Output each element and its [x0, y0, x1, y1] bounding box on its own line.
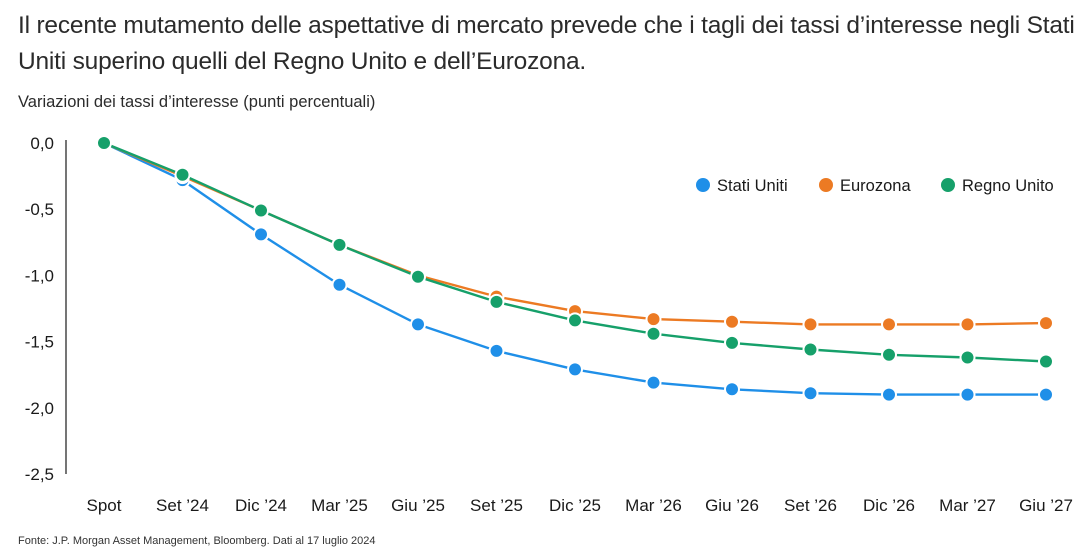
data-point [488, 293, 505, 310]
legend-label: Regno Unito [962, 177, 1054, 195]
legend-marker [819, 178, 833, 192]
y-axis: 0,0 -0,5 -1,0 -1,5 -2,0 -2,5 [25, 134, 67, 484]
x-tick-label: Set ’26 [784, 496, 837, 515]
x-tick-label: Set ’24 [156, 496, 209, 515]
y-tick-label: -0,5 [25, 200, 54, 219]
data-point [567, 312, 583, 329]
data-point [96, 135, 112, 151]
y-tick-label: -2,5 [25, 465, 54, 484]
legend-marker [941, 178, 955, 192]
data-point [881, 346, 897, 363]
data-point [567, 361, 583, 378]
data-point [331, 236, 348, 253]
data-point [959, 349, 976, 366]
series-lines [96, 135, 1054, 403]
legend-label: Stati Uniti [717, 177, 788, 195]
legend-item: Stati Uniti [696, 177, 788, 195]
x-tick-label: Dic ’24 [235, 496, 287, 515]
data-point [645, 325, 662, 342]
data-point [253, 202, 269, 219]
series-line [102, 141, 1048, 326]
series-regno-unito [96, 135, 1054, 370]
x-tick-label: Spot [87, 496, 122, 515]
data-point [1038, 315, 1054, 332]
x-tick-label: Giu ’25 [391, 496, 445, 515]
data-point [645, 374, 662, 391]
data-point [881, 386, 897, 403]
x-tick-label: Mar ’26 [625, 496, 682, 515]
data-point [724, 381, 740, 398]
x-axis: Spot Set ’24 Dic ’24 Mar ’25 Giu ’25 Set ’25 D… [87, 496, 1073, 515]
legend-item: Eurozona [819, 177, 911, 195]
y-tick-label: -2,0 [25, 399, 54, 418]
legend-label: Eurozona [840, 177, 911, 195]
data-point [959, 386, 976, 403]
data-point [488, 342, 505, 359]
data-point [174, 166, 191, 183]
data-point [410, 316, 426, 333]
x-tick-label: Dic ’26 [863, 496, 915, 515]
y-tick-label: -1,0 [25, 266, 54, 285]
x-tick-label: Mar ’25 [311, 496, 368, 515]
data-point [253, 226, 269, 243]
source-note: Fonte: J.P. Morgan Asset Management, Blo… [18, 535, 376, 547]
x-tick-label: Set ’25 [470, 496, 523, 515]
y-tick-label: 0,0 [30, 134, 54, 153]
legend-marker [696, 178, 710, 192]
legend-item: Regno Unito [941, 177, 1054, 195]
y-tick-label: -1,5 [25, 333, 54, 352]
data-point [410, 268, 426, 285]
data-point [802, 341, 819, 358]
chart-title: Il recente mutamento delle aspettative d… [18, 12, 1075, 75]
data-point [331, 276, 348, 293]
series-stati-uniti [96, 135, 1054, 403]
data-point [1038, 386, 1054, 403]
data-point [724, 313, 740, 330]
data-point [959, 316, 976, 333]
data-point [1038, 353, 1054, 370]
data-point [802, 316, 819, 333]
y-axis-title: Variazioni dei tassi d’interesse (punti … [18, 93, 376, 111]
data-point [881, 316, 897, 333]
data-point [802, 385, 819, 402]
data-point [645, 311, 662, 328]
series-eurozona [96, 135, 1054, 333]
legend: Stati Uniti Eurozona Regno Unito [696, 177, 1054, 195]
series-line [102, 141, 1048, 363]
x-tick-label: Giu ’27 [1019, 496, 1073, 515]
data-point [724, 334, 740, 351]
x-tick-label: Mar ’27 [939, 496, 996, 515]
x-tick-label: Giu ’26 [705, 496, 759, 515]
x-tick-label: Dic ’25 [549, 496, 601, 515]
